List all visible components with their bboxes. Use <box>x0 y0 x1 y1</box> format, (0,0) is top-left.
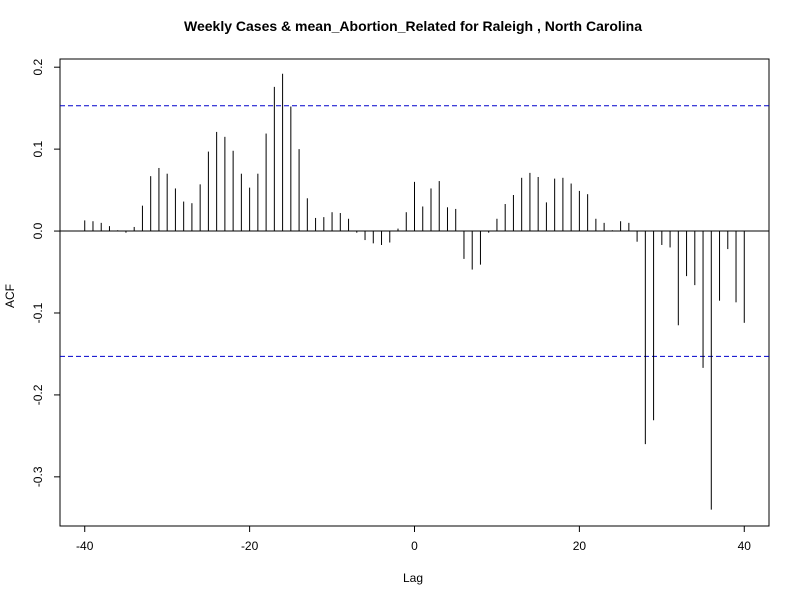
x-tick-label: 40 <box>738 539 752 553</box>
x-axis-label: Lag <box>403 571 423 585</box>
plot-area: -40 -20 0 20 40 -0.3 -0.2 -0.1 0.0 0.1 0.2 <box>31 58 770 553</box>
plot-frame <box>59 58 770 527</box>
y-axis-label: ACF <box>3 284 17 308</box>
chart-title: Weekly Cases & mean_Abortion_Related for… <box>184 18 642 34</box>
y-tick-label: 0.0 <box>31 222 45 239</box>
x-tick-label: 20 <box>573 539 587 553</box>
x-tick-label: -20 <box>241 539 259 553</box>
y-tick-label: -0.1 <box>31 302 45 323</box>
y-tick-label: -0.2 <box>31 384 45 405</box>
y-tick-label: -0.3 <box>31 466 45 487</box>
y-tick-label: 0.1 <box>31 140 45 157</box>
x-tick-label: -40 <box>76 539 94 553</box>
x-tick-label: 0 <box>411 539 418 553</box>
y-tick-label: 0.2 <box>31 59 45 76</box>
